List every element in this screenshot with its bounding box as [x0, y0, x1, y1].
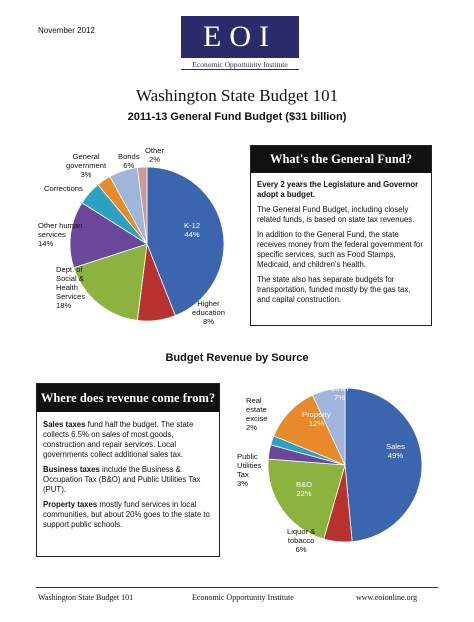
general-fund-box: What's the General Fund? Every 2 years t… — [250, 145, 432, 326]
pie2-value-real-estate-excise: 2% — [246, 423, 257, 432]
revenue-chart-title: Budget Revenue by Source — [165, 352, 309, 364]
revenue-para-property: Property taxes mostly fund services in l… — [43, 500, 210, 529]
pie2-label-property: Property 12% — [302, 410, 331, 428]
pie2-label-other: Other 7% — [330, 384, 349, 402]
pie2-value-sales: 49% — [387, 451, 404, 460]
pie2-label-public-utilities: Public Utilities Tax 3% — [237, 452, 262, 488]
pie1-slice-k-12 — [146, 166, 225, 317]
pie2-value-property: 12% — [308, 419, 324, 428]
pie1-label-corrections: Corrections — [44, 184, 83, 193]
pie1-value-k12: 44% — [184, 230, 200, 239]
pie1-label-k12: K-12 44% — [184, 221, 201, 239]
document-date: November 2012 — [38, 26, 95, 35]
pie2-label-sales: Sales 49% — [386, 442, 405, 460]
revenue-para-sales: Sales taxes fund half the budget. The st… — [43, 420, 194, 459]
page-title: Washington State Budget 101 — [135, 86, 339, 105]
pie2-label-liquor-tobacco: Liquor & tobacco 6% — [287, 527, 316, 554]
pie1-slice-corrections — [81, 184, 148, 245]
general-fund-para-3: In addition to the General Fund, the sta… — [257, 230, 423, 269]
pie2-slice-liquor-tobacco — [323, 464, 353, 543]
revenue-heading: Where does revenue come from? — [37, 384, 219, 412]
pie1-value-other: 2% — [149, 155, 160, 164]
pie1-label-higher-education: Higher education 8% — [192, 299, 225, 326]
general-fund-para-4: The state also has separate budgets for … — [257, 275, 411, 304]
eoi-logo: EOI — [181, 16, 299, 58]
pie1-label-general-government: General government 3% — [66, 152, 107, 179]
footer-rule — [36, 587, 438, 588]
pie2-label-bo: B&O 22% — [296, 480, 313, 498]
pie1-value-higher-education: 8% — [202, 317, 214, 326]
pie1-label-other: Other 2% — [145, 146, 164, 164]
logo-text: EOI — [203, 20, 277, 53]
footer-center: Economic Opportunity Institute — [192, 593, 294, 602]
revenue-para-business: Business taxes include the Business & Oc… — [43, 465, 201, 494]
pie1-value-dshs: 18% — [56, 301, 72, 310]
pie1-slice-higher-education — [136, 243, 176, 322]
pie1-slice-bonds — [109, 167, 148, 245]
revenue-box: Where does revenue come from? Sales taxe… — [36, 383, 220, 557]
pie2-slice-public-utilities-tax — [267, 444, 346, 466]
pie1-value-bonds: 6% — [123, 161, 135, 170]
pie2-value-bo: 22% — [296, 489, 312, 498]
pie2-slice-property — [273, 394, 346, 466]
pie1-value-other-human-services: 14% — [38, 239, 54, 248]
general-fund-para-2: The General Fund Budget, including close… — [257, 205, 415, 224]
pie2-slice-sales — [344, 387, 423, 543]
general-fund-heading: What's the General Fund? — [251, 146, 431, 173]
general-fund-para-1: Every 2 years the Legislature and Govern… — [257, 180, 419, 199]
pie2-value-other: 7% — [334, 393, 345, 402]
pie1-label-bonds: Bonds 6% — [118, 152, 140, 170]
pie1-value-general-government: 3% — [80, 170, 92, 179]
pie1-label-other-human-services: Other human services 14% — [38, 221, 83, 248]
logo-subtitle: Economic Opportunity Institute — [192, 60, 288, 69]
pie2-value-liquor-tobacco: 6% — [295, 545, 307, 554]
pie2-value-public-utilities: 3% — [237, 479, 248, 488]
budget-chart-title: 2011-13 General Fund Budget ($31 billion… — [127, 111, 347, 123]
footer-left: Washington State Budget 101 — [38, 593, 134, 602]
pie2-slice-real-estate-excise — [270, 435, 346, 466]
pie1-label-dshs: Dept. of Social & Health Services 18% — [56, 265, 86, 310]
pie2-label-real-estate-excise: Real estate excise 2% — [246, 396, 268, 432]
pie1-slice-other — [136, 166, 148, 245]
logo-rule — [181, 69, 299, 70]
pie1-slice-general-government — [97, 175, 148, 245]
footer-right: www.eoionline.org — [356, 593, 418, 602]
